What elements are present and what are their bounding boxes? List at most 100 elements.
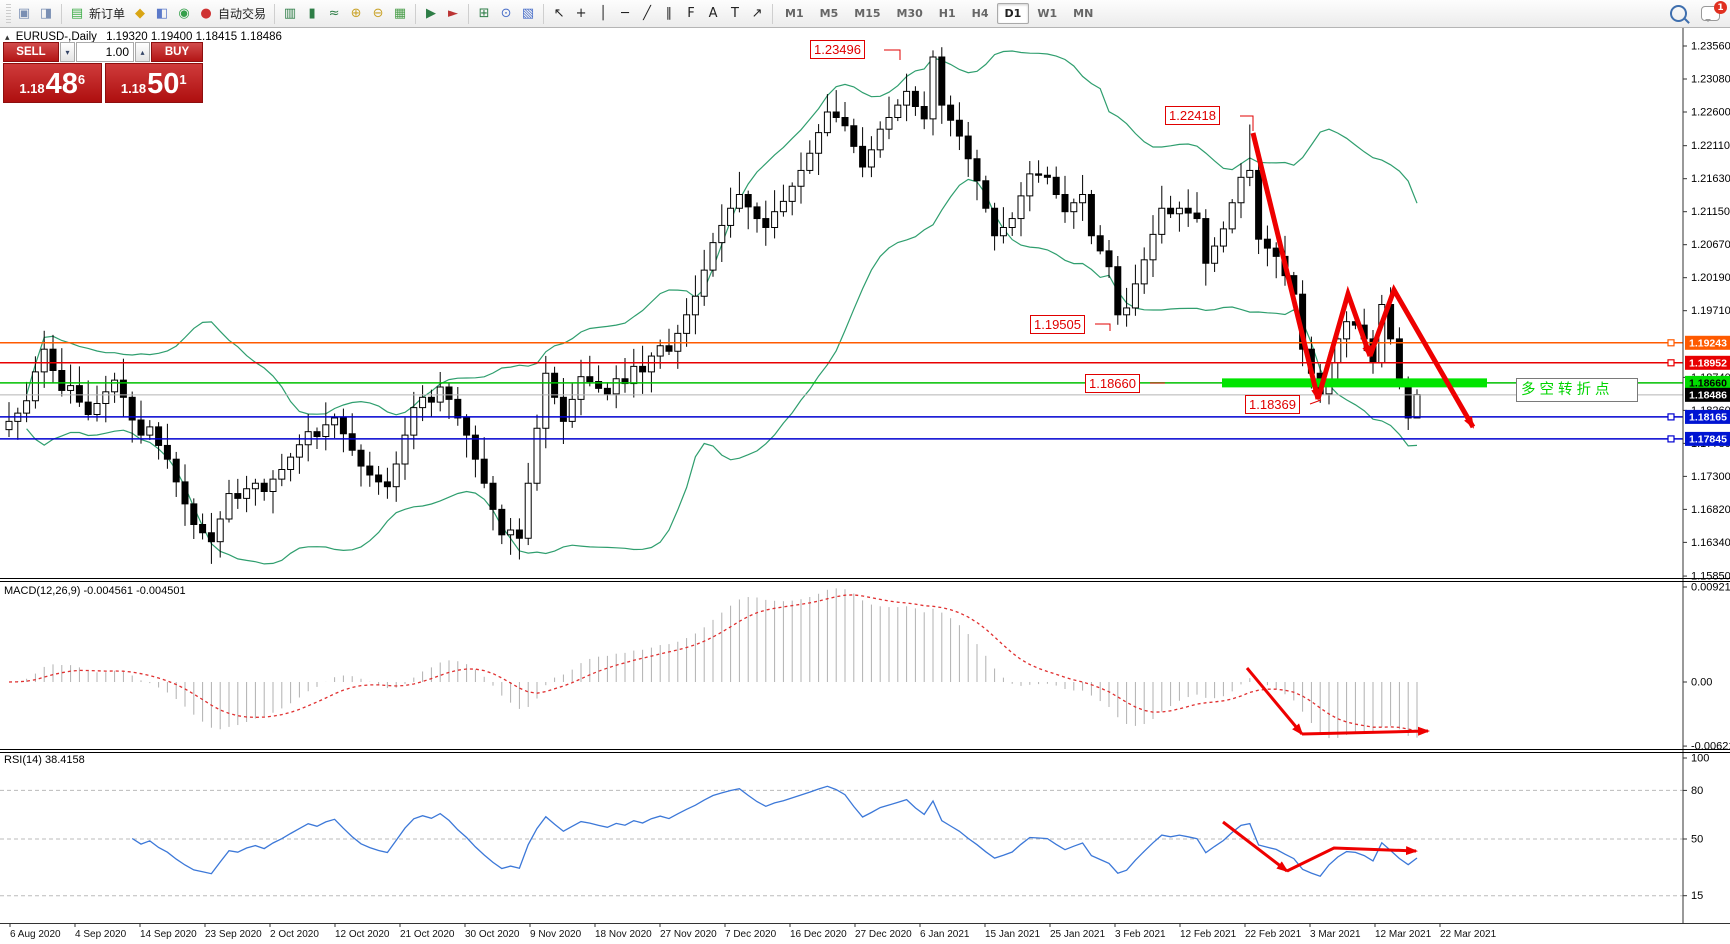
arrows-icon[interactable]: ↗ — [751, 5, 763, 21]
chart-shift-icon[interactable]: ► — [448, 5, 459, 21]
trend-arrow[interactable] — [1222, 820, 1289, 873]
timeframe-m30[interactable]: M30 — [896, 7, 923, 20]
trend-arrow[interactable] — [1286, 846, 1418, 873]
market-signal-icon[interactable]: ◉ — [178, 5, 190, 21]
rsi-line — [131, 785, 1418, 877]
price-axis-tick: 1.16820 — [1691, 504, 1730, 516]
toolbar-separator — [468, 3, 470, 24]
hline-handle[interactable] — [1667, 435, 1675, 443]
hline-handle[interactable] — [1667, 413, 1675, 421]
ohlc-values: 1.19320 1.19400 1.18415 1.18486 — [106, 31, 282, 43]
support-zone-bar[interactable] — [1222, 378, 1487, 388]
chart-magnifier-icon[interactable]: ◨ — [39, 5, 53, 21]
price-annotation-1.18660[interactable]: 1.18660 — [1085, 374, 1140, 393]
channel-icon[interactable]: ∥ — [665, 5, 673, 21]
crosshair-icon[interactable]: + — [575, 5, 587, 21]
line-chart-icon[interactable]: ≈ — [328, 5, 340, 21]
scroll-icon-group: ▶ ► — [420, 3, 464, 25]
window-icon[interactable]: ▣ — [17, 5, 31, 21]
tile-windows-icon[interactable]: ▦ — [393, 5, 407, 21]
trendline-icon[interactable]: ╱ — [643, 5, 651, 21]
new-chart-window-icon[interactable]: ◧ — [155, 5, 169, 21]
price-axis-tick: 1.21630 — [1691, 173, 1730, 185]
bollinger-lower-band — [26, 178, 1418, 565]
timeframe-mn[interactable]: MN — [1073, 7, 1094, 20]
timeframe-h1[interactable]: H1 — [938, 7, 956, 20]
cursor-icon[interactable]: ↖ — [553, 5, 565, 21]
price-tag-1.18952 — [1685, 355, 1730, 370]
volume-down-button[interactable]: ▾ — [60, 42, 75, 62]
note-text-box[interactable]: 多空转折点 — [1516, 378, 1638, 402]
price-annotation-1.22418[interactable]: 1.22418 — [1165, 106, 1220, 125]
rsi-pane — [0, 785, 1683, 897]
hline-handle[interactable] — [1667, 339, 1675, 347]
volume-input[interactable] — [76, 42, 134, 62]
indicator-cone-icon[interactable]: ◆ — [135, 5, 146, 21]
buy-price-display[interactable]: 1.18 50 1 — [104, 63, 203, 103]
sell-price-display[interactable]: 1.18 48 6 — [3, 63, 102, 103]
collapse-icon[interactable]: ▴ — [5, 32, 10, 42]
add-indicator-icon[interactable]: ⊞ — [478, 5, 490, 21]
date-axis-label: 4 Sep 2020 — [75, 929, 127, 940]
price-tag-text: 1.17845 — [1689, 434, 1727, 446]
timeframe-m1[interactable]: M1 — [785, 7, 804, 20]
volume-up-button[interactable]: ▴ — [135, 42, 150, 62]
new-order-icon[interactable]: ▤ — [70, 5, 84, 21]
buy-price-pips: 50 — [147, 68, 180, 100]
timeframe-m15[interactable]: M15 — [854, 7, 881, 20]
timeframe-m5[interactable]: M5 — [819, 7, 839, 20]
price-tag-text: 1.18165 — [1689, 412, 1727, 424]
zoom-in-icon[interactable]: ⊕ — [350, 5, 362, 21]
autotrade-icon-label[interactable]: 自动交易 — [218, 7, 267, 21]
price-tag-1.18165 — [1685, 409, 1730, 424]
date-axis-label: 16 Dec 2020 — [790, 929, 847, 940]
sell-button[interactable]: SELL — [3, 42, 59, 62]
toolbar-separator — [772, 3, 774, 24]
periods-icon[interactable]: ⊙ — [500, 5, 512, 21]
date-axis-label: 3 Mar 2021 — [1310, 929, 1361, 940]
new-order-icon-label[interactable]: 新订单 — [89, 7, 126, 21]
macd-label: MACD(12,26,9) -0.004561 -0.004501 — [4, 585, 186, 597]
toolbar-grip[interactable] — [6, 3, 11, 24]
trend-arrow[interactable] — [1250, 132, 1321, 401]
date-axis-label: 25 Jan 2021 — [1050, 929, 1105, 940]
timeframe-d1[interactable]: D1 — [996, 3, 1030, 24]
rsi-axis-tick: 15 — [1691, 890, 1703, 902]
trend-arrow[interactable] — [1367, 284, 1476, 429]
timeframe-w1[interactable]: W1 — [1037, 7, 1058, 20]
timeframe-h4[interactable]: H4 — [971, 7, 989, 20]
template-icon[interactable]: ▧ — [521, 5, 535, 21]
price-annotation-1.18369[interactable]: 1.18369 — [1245, 395, 1300, 414]
text-icon[interactable]: A — [708, 5, 718, 21]
price-annotation-1.19505[interactable]: 1.19505 — [1030, 315, 1085, 334]
trend-arrow[interactable] — [1245, 667, 1304, 736]
macd-axis-tick: 0.00 — [1691, 677, 1712, 689]
vertical-line-icon[interactable]: │ — [599, 5, 607, 21]
bar-chart-icon[interactable]: ▥ — [283, 5, 297, 21]
search-icon[interactable] — [1670, 5, 1687, 22]
auto-scroll-icon[interactable]: ▶ — [426, 5, 437, 21]
price-tag-1.18486 — [1685, 387, 1730, 402]
text-label-icon[interactable]: T — [731, 5, 739, 21]
symbol-title: EURUSD-,Daily — [15, 31, 97, 43]
hline-handle[interactable] — [1667, 359, 1675, 367]
autotrade-icon[interactable]: ● — [200, 5, 212, 21]
sell-price-pips: 48 — [45, 68, 78, 100]
fibonacci-icon[interactable]: F — [687, 5, 695, 21]
zoom-out-icon[interactable]: ⊖ — [372, 5, 384, 21]
macd-axis-tick: -0.006215 — [1691, 741, 1730, 753]
rsi-axis-tick: 80 — [1691, 785, 1703, 797]
price-annotation-1.23496[interactable]: 1.23496 — [810, 40, 865, 59]
horizontal-line-icon[interactable]: ─ — [621, 5, 629, 21]
annotation-leader — [1309, 399, 1322, 405]
chat-icon[interactable]: 1 — [1701, 1, 1727, 22]
price-tag-1.17845 — [1685, 431, 1730, 446]
trend-arrow[interactable] — [1301, 726, 1430, 736]
buy-button[interactable]: BUY — [151, 42, 203, 62]
chat-badge: 1 — [1714, 1, 1727, 14]
candlestick-icon[interactable]: ▮ — [308, 5, 316, 21]
trend-arrow[interactable] — [1315, 285, 1373, 400]
price-axis-column[interactable] — [1684, 28, 1730, 924]
